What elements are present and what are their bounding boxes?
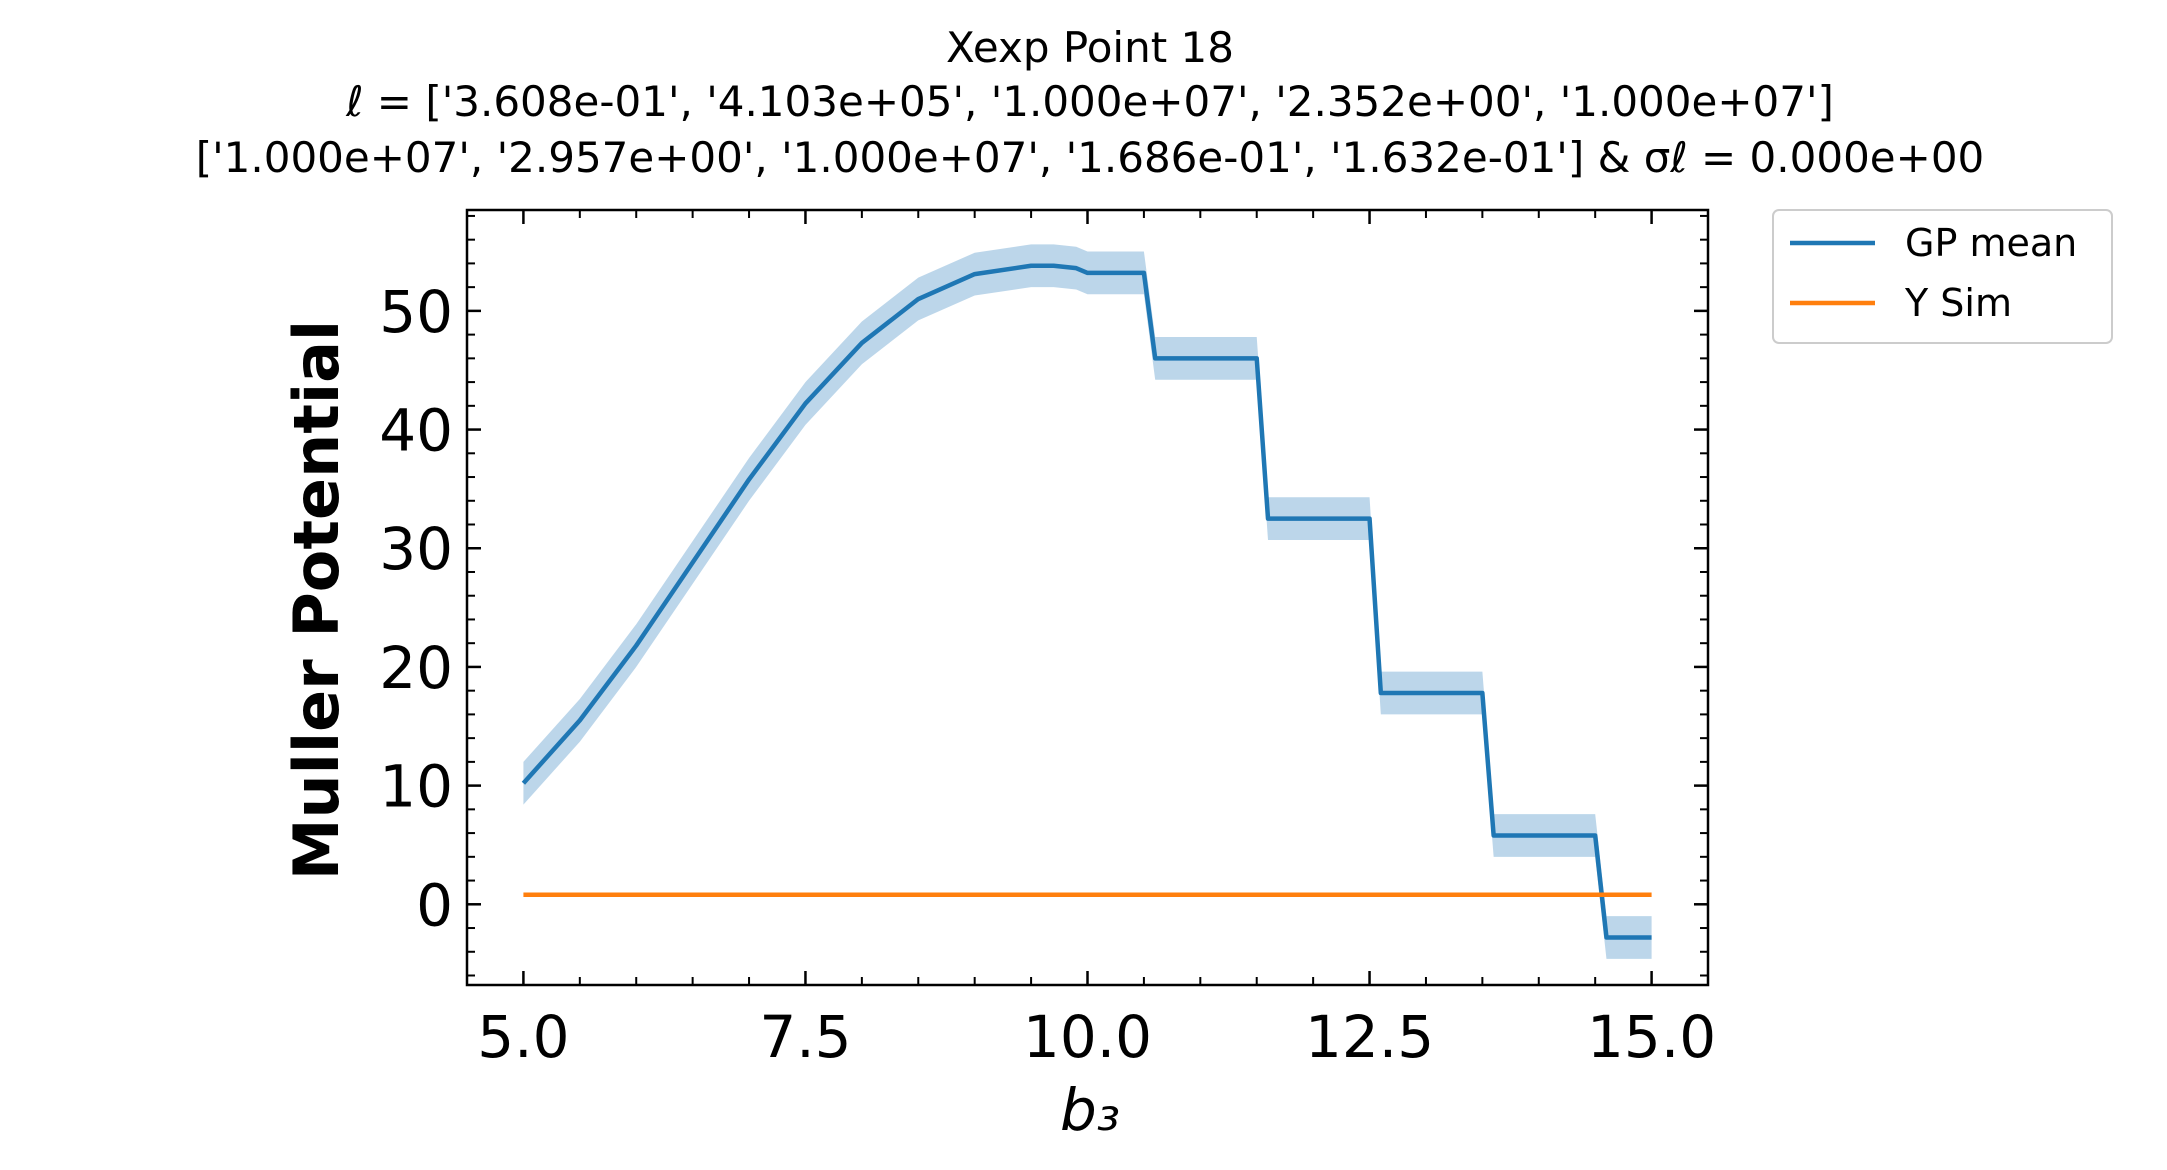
series-lines [521,263,1652,940]
y-tick-label: 20 [379,634,453,702]
legend: GP mean Y Sim [1772,209,2113,344]
y-tick-label: 0 [416,871,453,939]
y-tick-label: 50 [379,278,453,346]
x-axis-label: b₃ [1060,1076,1120,1144]
chart-title-line-3: ['1.000e+07', '2.957e+00', '1.000e+07', … [196,133,1985,182]
legend-label-y-sim: Y Sim [1904,281,2012,325]
band-gp-mean [523,244,1652,959]
confidence-bands [523,244,1652,959]
x-tick-label: 7.5 [759,1003,851,1071]
chart-title-line-2: ℓ = ['3.608e-01', '4.103e+05', '1.000e+0… [345,77,1834,126]
y-tick-label: 30 [379,515,453,583]
x-tick-label: 12.5 [1305,1003,1434,1071]
axis-ticks [466,210,1709,985]
chart-title-line-1: Xexp Point 18 [946,23,1234,72]
y-tick-label: 10 [379,753,453,821]
axes-frame [465,208,1710,987]
x-tick-label: 15.0 [1587,1003,1716,1071]
y-tick-label: 40 [379,397,453,465]
legend-label-gp-mean: GP mean [1905,221,2077,265]
y-axis-label: Muller Potential [280,320,353,880]
axis-tick-labels: 5.0 7.5 10.0 12.5 15.0 0 10 20 30 40 50 [379,278,1716,1071]
x-tick-label: 5.0 [477,1003,569,1071]
x-tick-label: 10.0 [1023,1003,1152,1071]
line-gp-mean [521,263,1652,940]
